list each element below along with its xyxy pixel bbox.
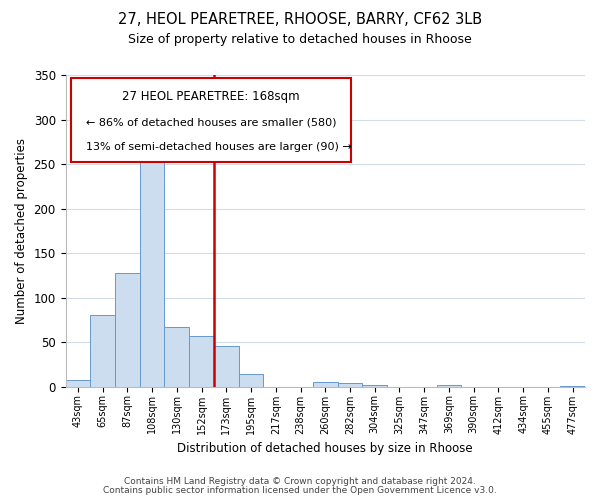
Text: Contains HM Land Registry data © Crown copyright and database right 2024.: Contains HM Land Registry data © Crown c…: [124, 477, 476, 486]
Text: 27, HEOL PEARETREE, RHOOSE, BARRY, CF62 3LB: 27, HEOL PEARETREE, RHOOSE, BARRY, CF62 …: [118, 12, 482, 28]
Text: Size of property relative to detached houses in Rhoose: Size of property relative to detached ho…: [128, 32, 472, 46]
Bar: [65, 380, 90, 386]
Text: Contains public sector information licensed under the Open Government Licence v3: Contains public sector information licen…: [103, 486, 497, 495]
Bar: [214, 346, 239, 387]
Bar: [338, 383, 362, 386]
Bar: [313, 382, 338, 386]
Bar: [115, 272, 140, 386]
Text: 13% of semi-detached houses are larger (90) →: 13% of semi-detached houses are larger (…: [86, 142, 352, 152]
Text: 27 HEOL PEARETREE: 168sqm: 27 HEOL PEARETREE: 168sqm: [122, 90, 300, 103]
Bar: [189, 336, 214, 386]
Text: ← 86% of detached houses are smaller (580): ← 86% of detached houses are smaller (58…: [86, 118, 337, 128]
Bar: [90, 314, 115, 386]
Bar: [437, 385, 461, 386]
Bar: [164, 327, 189, 386]
Bar: [239, 374, 263, 386]
X-axis label: Distribution of detached houses by size in Rhoose: Distribution of detached houses by size …: [178, 442, 473, 455]
Y-axis label: Number of detached properties: Number of detached properties: [15, 138, 28, 324]
Bar: [140, 152, 164, 386]
Bar: [362, 385, 387, 386]
FancyBboxPatch shape: [71, 78, 351, 162]
